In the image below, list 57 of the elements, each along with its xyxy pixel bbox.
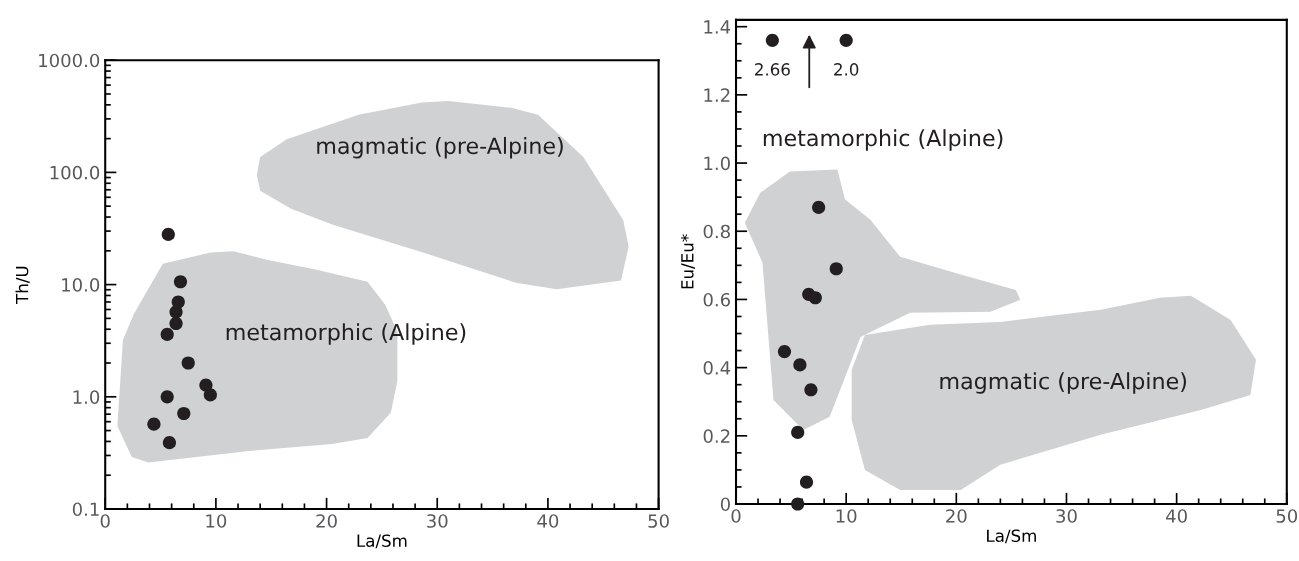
point	[160, 390, 174, 404]
point	[162, 436, 176, 450]
point	[173, 275, 188, 289]
y-tick-label: 0.8	[703, 224, 730, 239]
x-tick-label: 50	[648, 514, 669, 528]
point	[791, 497, 805, 511]
point	[839, 33, 853, 47]
y-axis-title: Eu/Eu*	[681, 234, 695, 289]
y-tick-label: 1.2	[704, 88, 730, 102]
x-tick-label: 40	[537, 514, 559, 528]
point	[777, 345, 792, 359]
y-tick-label: 0	[720, 497, 730, 512]
annotation: 2.0	[834, 63, 859, 76]
x-tick-label: 0	[731, 509, 741, 523]
x-tick-label: 30	[1056, 509, 1077, 523]
y-tick-label: 0.1	[72, 502, 99, 517]
y-tick-label: 1000.0	[39, 53, 100, 68]
y-tick-label: 1.0	[704, 156, 730, 171]
x-tick-label: 20	[946, 509, 967, 523]
series-label: magmatic (pre-Alpine)	[317, 136, 563, 159]
point	[799, 475, 814, 489]
x-tick-label: 30	[427, 514, 448, 528]
point	[161, 227, 175, 242]
point	[160, 327, 174, 341]
point	[177, 406, 191, 421]
point	[829, 262, 843, 276]
y-tick-label: 1.0	[73, 390, 100, 404]
y-tick-label: 0.2	[703, 429, 730, 443]
x-tick-label: 10	[836, 509, 857, 523]
series-label: metamorphic (Alpine)	[226, 323, 466, 345]
series-label: magmatic (pre-Alpine)	[940, 372, 1187, 394]
point	[804, 383, 818, 397]
x-tick-label: 20	[316, 514, 337, 528]
x-axis-title: La/Sm	[987, 529, 1036, 544]
x-tick-label: 0	[100, 514, 110, 528]
point	[169, 305, 183, 319]
point	[793, 358, 807, 372]
x-tick-label: 50	[1276, 509, 1298, 523]
series-label: metamorphic (Alpine)	[763, 129, 1003, 151]
point	[765, 33, 779, 47]
y-tick-label: 10.0	[62, 278, 100, 292]
x-tick-label: 10	[206, 514, 227, 528]
x-axis-title: La/Sm	[357, 534, 407, 549]
y-tick-label: 1.4	[704, 20, 731, 34]
y-tick-label: 100.0	[50, 165, 100, 180]
point	[791, 425, 805, 439]
point	[147, 417, 161, 431]
point	[169, 316, 183, 331]
y-tick-label: 0.6	[703, 292, 731, 307]
point	[203, 388, 217, 402]
point	[808, 291, 822, 305]
y-axis-title: Th/U	[15, 266, 30, 304]
y-tick-label: 0.4	[703, 361, 731, 375]
point	[812, 200, 826, 214]
point	[181, 356, 195, 370]
x-tick-label: 40	[1166, 509, 1187, 523]
annotation: 2.66	[755, 63, 790, 76]
